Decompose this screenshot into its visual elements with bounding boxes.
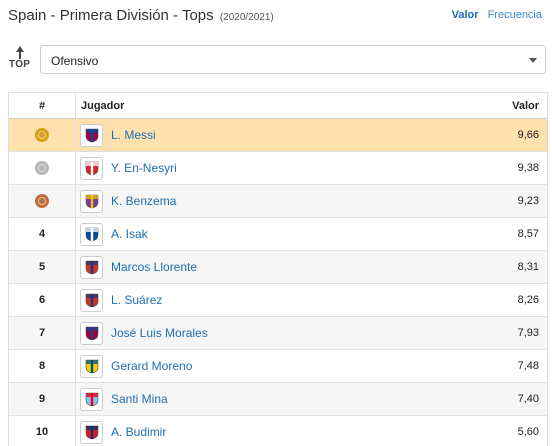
category-select-value: Ofensivo [51,54,99,68]
rank-number: 9 [38,393,46,405]
real-madrid-crest-icon[interactable] [80,190,103,213]
top-icon-label: TOP [9,59,31,70]
rank-number: 6 [38,294,46,306]
atletico-madrid-crest-icon[interactable] [80,289,103,312]
osasuna-crest-icon[interactable] [80,421,103,444]
page-title-text: Spain - Primera División - Tops [8,7,214,24]
barcelona-crest-icon[interactable] [80,124,103,147]
column-header-player: Jugador [81,100,125,112]
player-value: 7,48 [517,360,539,372]
table-row[interactable]: K. Benzema 9,23 [9,185,547,218]
atletico-madrid-crest-icon[interactable] [80,256,103,279]
player-value: 7,93 [517,327,539,339]
sevilla-crest-icon[interactable] [80,157,103,180]
bronze-medal-icon [35,194,49,208]
player-value: 8,31 [517,261,539,273]
player-value: 7,40 [517,393,539,405]
column-header-rank: # [38,100,46,112]
table-body: L. Messi 9,66 Y. En-Nesyri 9,38 K. Benzema 9,… [9,119,547,446]
celta-crest-icon[interactable] [80,388,103,411]
table-row[interactable]: 5 Marcos Llorente 8,31 [9,251,547,284]
top-icon: TOP [8,46,32,72]
table-row[interactable]: 4 A. Isak 8,57 [9,218,547,251]
toggle-value[interactable]: Valor [451,9,479,21]
table-row[interactable]: 7 José Luis Morales 7,93 [9,317,547,350]
table-row[interactable]: 6 L. Suárez 8,26 [9,284,547,317]
player-name-link[interactable]: L. Suárez [111,293,163,307]
levante-crest-icon[interactable] [80,322,103,345]
toggle-frequency[interactable]: Frecuencia [487,9,542,21]
player-name-link[interactable]: Gerard Moreno [111,359,193,373]
player-value: 9,66 [517,129,539,141]
player-value: 8,26 [517,294,539,306]
rank-number: 5 [38,261,46,273]
table-row[interactable]: 8 Gerard Moreno 7,48 [9,350,547,383]
player-value: 9,38 [517,162,539,174]
category-select[interactable]: Ofensivo [40,45,546,74]
rank-number: 10 [35,426,49,438]
table-row[interactable]: 9 Santi Mina 7,40 [9,383,547,416]
rank-number: 7 [38,327,46,339]
player-value: 9,23 [517,195,539,207]
table-header: # Jugador Valor [9,92,547,119]
real-sociedad-crest-icon[interactable] [80,223,103,246]
rank-number: 8 [38,360,46,372]
page-header: Spain - Primera División - Tops (2020/20… [8,0,552,30]
player-name-link[interactable]: Marcos Llorente [111,260,198,274]
gold-medal-icon [35,128,49,142]
player-name-link[interactable]: Santi Mina [111,392,168,406]
ranking-table: # Jugador Valor L. Messi 9,66 Y. En-Nesyri… [8,92,548,446]
column-header-value[interactable]: Valor [512,100,539,112]
arrow-up-icon [16,46,24,52]
player-value: 8,57 [517,228,539,240]
villarreal-crest-icon[interactable] [80,355,103,378]
rank-number: 4 [38,228,46,240]
season-label: (2020/2021) [219,12,274,23]
table-row[interactable]: Y. En-Nesyri 9,38 [9,152,547,185]
player-value: 5,60 [517,426,539,438]
player-name-link[interactable]: L. Messi [111,128,156,142]
chevron-down-icon [529,58,537,63]
table-row[interactable]: L. Messi 9,66 [9,119,547,152]
silver-medal-icon [35,161,49,175]
table-row[interactable]: 10 A. Budimir 5,60 [9,416,547,446]
player-name-link[interactable]: K. Benzema [111,194,177,208]
metric-toggle: Valor Frecuencia [446,9,542,21]
player-name-link[interactable]: José Luis Morales [111,326,208,340]
player-name-link[interactable]: A. Budimir [111,425,167,439]
player-name-link[interactable]: Y. En-Nesyri [111,161,177,175]
player-name-link[interactable]: A. Isak [111,227,148,241]
page-title: Spain - Primera División - Tops (2020/20… [8,7,274,24]
